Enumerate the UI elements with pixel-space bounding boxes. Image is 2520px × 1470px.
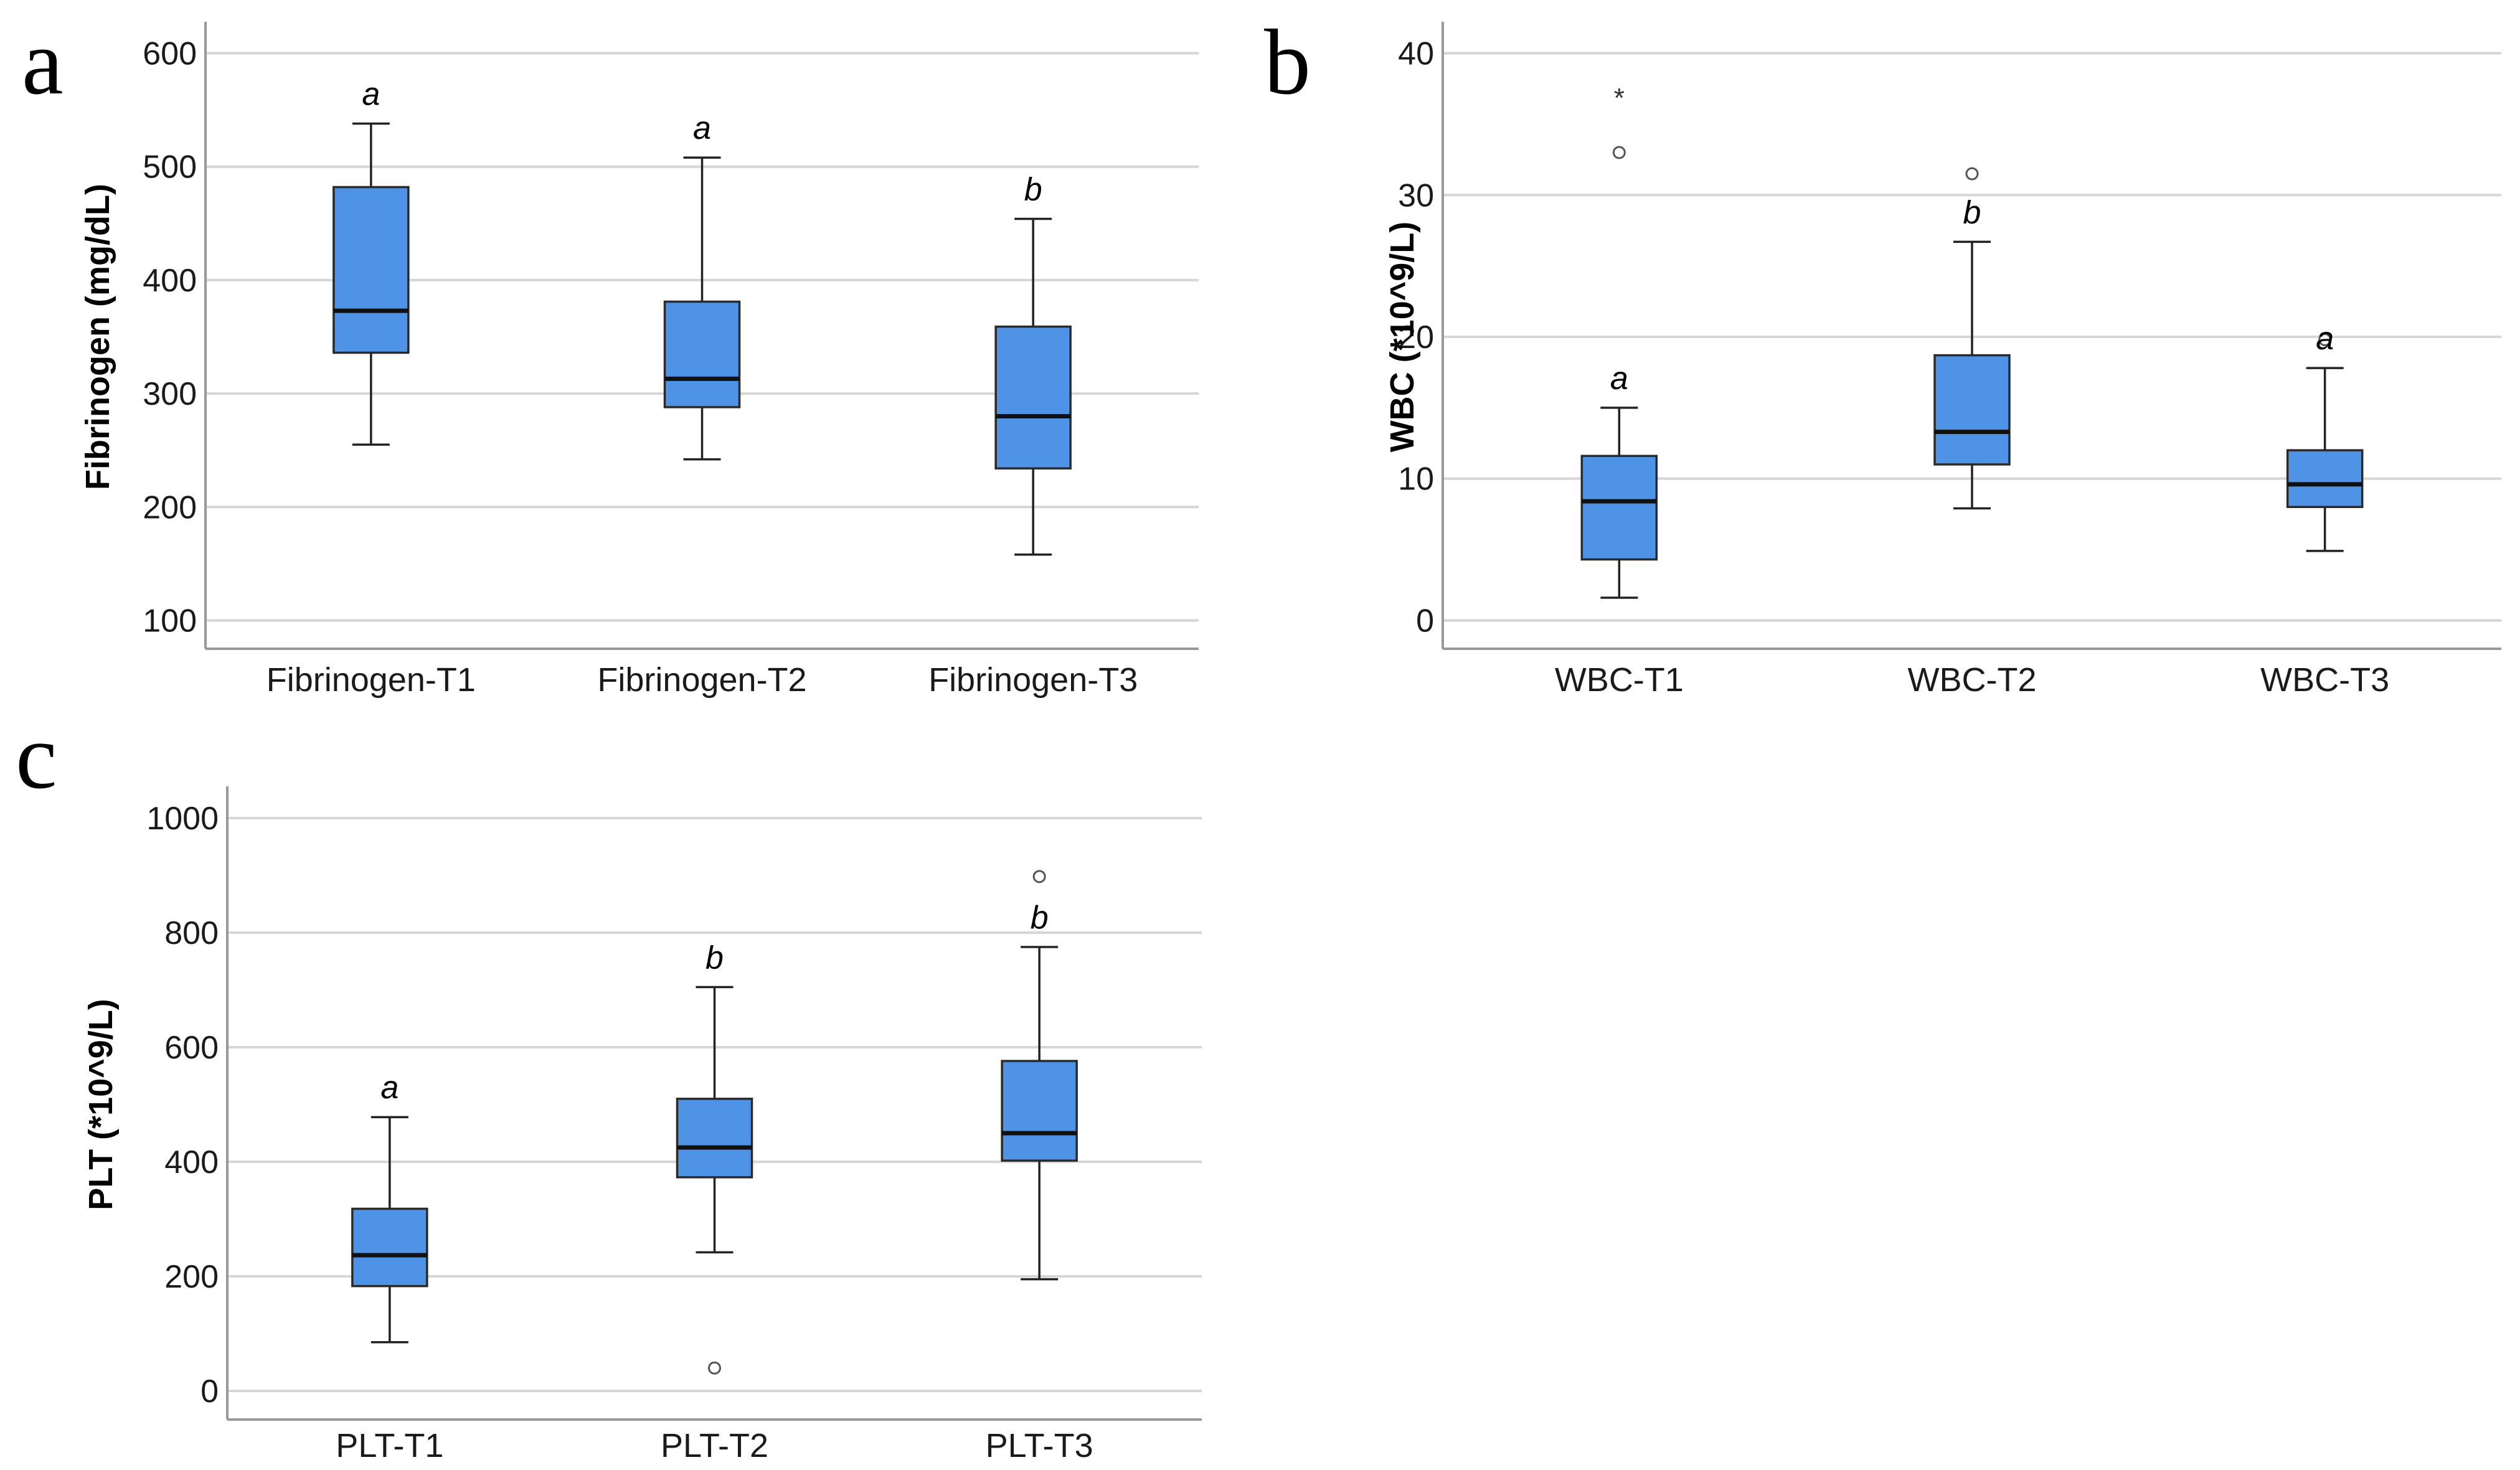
significance-letter: a xyxy=(2316,321,2334,357)
box-PLT-T2: b PLT-T2 xyxy=(661,940,768,1464)
iqr-box xyxy=(1001,1060,1078,1162)
x-category-label: Fibrinogen-T1 xyxy=(267,661,476,699)
box-Fibrinogen-T2: a Fibrinogen-T2 xyxy=(597,110,806,699)
iqr-box xyxy=(2286,449,2364,509)
x-category-label: WBC-T2 xyxy=(1908,661,2037,699)
significance-letter: a xyxy=(362,76,380,112)
box-Fibrinogen-T3: b Fibrinogen-T3 xyxy=(928,172,1138,699)
box-Fibrinogen-T1: a Fibrinogen-T1 xyxy=(267,76,476,699)
iqr-box xyxy=(1580,455,1658,561)
x-category-label: WBC-T1 xyxy=(1555,661,1684,699)
iqr-box xyxy=(333,186,410,354)
significance-letter: a xyxy=(1610,360,1628,397)
iqr-box xyxy=(994,325,1072,470)
x-category-label: PLT-T1 xyxy=(336,1427,443,1464)
y-tick-label: 0 xyxy=(1416,603,1434,639)
significance-letter: a xyxy=(380,1070,399,1106)
outlier-point xyxy=(1612,146,1626,159)
iqr-box xyxy=(351,1207,428,1288)
outlier-point xyxy=(1032,870,1046,883)
panel-letter-b: b xyxy=(1264,11,1311,114)
iqr-box xyxy=(663,300,741,408)
y-axis-title: Fibrinogen (mg/dL) xyxy=(79,184,116,490)
panel-letter-c: c xyxy=(16,705,57,808)
outlier-point xyxy=(2318,333,2332,347)
y-axis-title: PLT (*10^9/L) xyxy=(82,999,120,1210)
y-tick-label: 300 xyxy=(143,376,197,412)
y-axis-title: WBC (*10^9/L) xyxy=(1384,222,1421,453)
x-category-label: Fibrinogen-T3 xyxy=(928,661,1138,699)
significance-letter: b xyxy=(1024,172,1042,208)
x-category-label: Fibrinogen-T2 xyxy=(597,661,806,699)
chart-panel-a: a 100 200 300 400 500 600 Fibrinogen (mg/dL) a Fi… xyxy=(22,11,1199,699)
extreme-point: * xyxy=(1614,83,1625,113)
y-tick-label: 0 xyxy=(201,1373,219,1410)
x-category-label: PLT-T3 xyxy=(986,1427,1093,1464)
y-tick-label: 600 xyxy=(164,1030,219,1066)
y-tick-label: 40 xyxy=(1398,36,1434,72)
x-category-label: WBC-T3 xyxy=(2260,661,2389,699)
box-PLT-T3: b PLT-T3 xyxy=(986,870,1093,1464)
y-tick-label: 20 xyxy=(1398,319,1434,356)
y-tick-label: 200 xyxy=(164,1259,219,1295)
outlier-point xyxy=(708,1361,721,1375)
y-tick-label: 200 xyxy=(143,489,197,525)
y-tick-label: 400 xyxy=(164,1144,219,1180)
y-tick-label: 800 xyxy=(164,915,219,951)
y-tick-label: 500 xyxy=(143,149,197,186)
y-tick-label: 1000 xyxy=(146,801,219,837)
significance-letter: b xyxy=(1031,900,1049,936)
y-tick-label: 100 xyxy=(143,603,197,639)
y-tick-label: 600 xyxy=(143,36,197,72)
y-tick-label: 10 xyxy=(1398,461,1434,497)
box-WBC-T2: b WBC-T2 xyxy=(1908,167,2037,699)
significance-letter: a xyxy=(693,110,711,146)
x-category-label: PLT-T2 xyxy=(661,1427,768,1464)
chart-panel-b: b 0 10 20 30 40 WBC (*10^9/L) * a WBC-T1 b WBC-T2 a W… xyxy=(1264,11,2501,699)
iqr-box xyxy=(676,1098,753,1179)
box-WBC-T1: * a WBC-T1 xyxy=(1555,83,1684,699)
significance-letter: b xyxy=(1963,194,1981,230)
outlier-point xyxy=(1965,167,1979,181)
box-WBC-T3: a WBC-T3 xyxy=(2260,321,2389,699)
chart-panel-c: c 0 200 400 600 800 1000 PLT (*10^9/L) a PLT-T1 b P… xyxy=(16,705,1202,1464)
significance-letter: b xyxy=(706,940,724,976)
iqr-box xyxy=(1933,354,2011,466)
y-tick-label: 30 xyxy=(1398,177,1434,214)
box-PLT-T1: a PLT-T1 xyxy=(336,1070,443,1464)
panel-letter-a: a xyxy=(22,11,64,114)
y-tick-label: 400 xyxy=(143,263,197,299)
